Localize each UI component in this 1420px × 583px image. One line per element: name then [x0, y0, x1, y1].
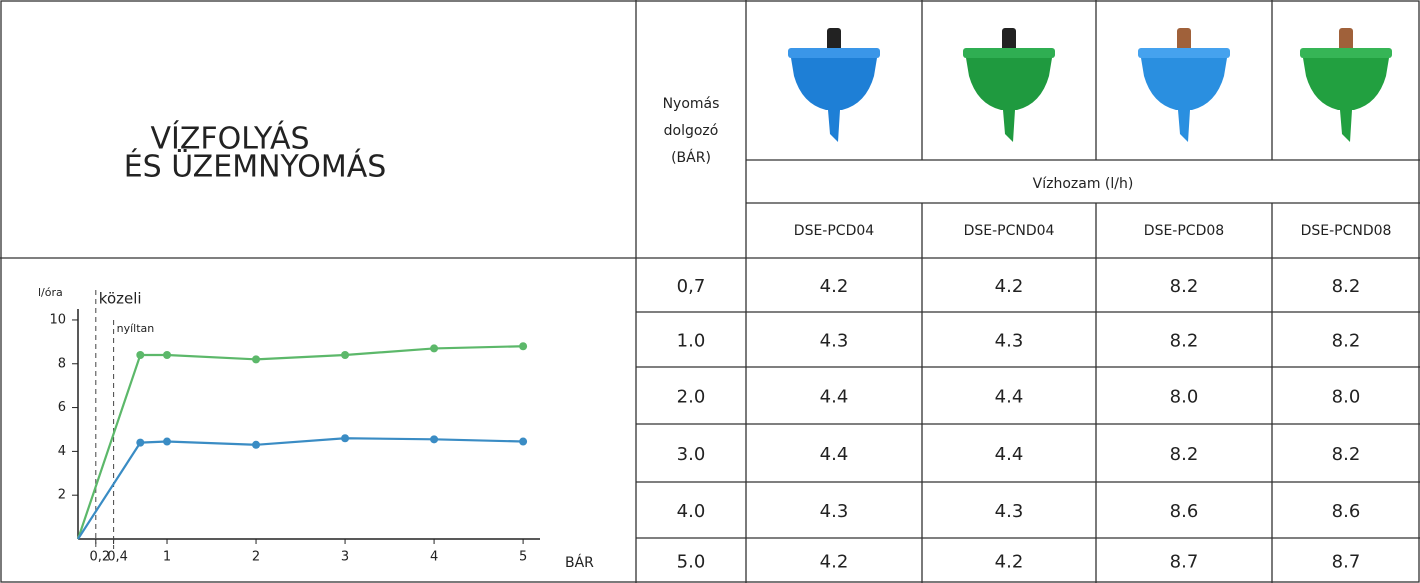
cell: 4.0 — [677, 501, 706, 522]
cell: 4.4 — [820, 444, 849, 465]
cell: 8.2 — [1332, 444, 1361, 465]
x-tick-label: 0,4 — [107, 550, 128, 565]
cell: 4.2 — [820, 276, 849, 297]
y-tick-label: 10 — [49, 312, 66, 327]
cell: 4.3 — [820, 331, 849, 352]
cell: 8.2 — [1170, 331, 1199, 352]
product-images — [788, 28, 1392, 142]
title-line: ÉS ÜZEMNYOMÁS — [124, 149, 387, 185]
cell: 8.7 — [1170, 552, 1199, 573]
cell: 8.2 — [1332, 331, 1361, 352]
point — [252, 355, 261, 364]
cell: 8.0 — [1332, 387, 1361, 408]
dripper-image — [1138, 28, 1230, 142]
y-tick-label: 4 — [58, 444, 66, 459]
cell: 4.3 — [995, 501, 1024, 522]
x-tick-label: 1 — [163, 550, 171, 565]
y-tick-label: 8 — [58, 356, 66, 371]
point — [136, 351, 145, 359]
point — [341, 434, 350, 443]
series-line — [77, 437, 524, 540]
cell: 8.2 — [1170, 444, 1199, 465]
cell: 1.0 — [677, 331, 706, 352]
cell: 4.3 — [995, 331, 1024, 352]
cell: 3.0 — [677, 444, 706, 465]
y-tick-label: 6 — [58, 400, 66, 415]
x-axis-label: BÁR — [565, 554, 594, 571]
dripper-image — [788, 28, 880, 142]
dripper-image — [963, 28, 1055, 142]
cell: 4.4 — [995, 444, 1024, 465]
point — [252, 440, 261, 449]
point — [163, 437, 172, 446]
y-axis-label: l/óra — [38, 286, 63, 299]
point — [519, 342, 528, 351]
cell: 8.2 — [1332, 276, 1361, 297]
cell: 8.2 — [1170, 276, 1199, 297]
x-tick-label: 3 — [341, 550, 349, 565]
cell: 4.4 — [995, 387, 1024, 408]
point — [136, 438, 145, 447]
cell: 4.2 — [995, 276, 1024, 297]
pressure-label: (BÁR) — [671, 149, 711, 166]
pressure-label: Nyomás — [663, 96, 720, 112]
point — [163, 351, 172, 359]
flow-label: Vízhozam (l/h) — [1033, 176, 1134, 192]
pressure-label: dolgozó — [664, 123, 719, 139]
cell: 8.6 — [1170, 501, 1199, 522]
model-name: DSE-PCD04 — [794, 223, 874, 239]
x-tick-label: 2 — [252, 550, 260, 565]
y-tick-label: 2 — [58, 488, 66, 503]
model-name: DSE-PCD08 — [1144, 223, 1224, 239]
x-tick-label: 5 — [519, 550, 527, 565]
cell: 5.0 — [677, 552, 706, 573]
model-name: DSE-PCND08 — [1301, 223, 1392, 239]
cell: 4.3 — [820, 501, 849, 522]
cell: 0,7 — [677, 276, 706, 297]
cell: 4.4 — [820, 387, 849, 408]
cell: 8.0 — [1170, 387, 1199, 408]
model-name: DSE-PCND04 — [964, 223, 1055, 239]
dripper-image — [1300, 28, 1392, 142]
cell: 8.7 — [1332, 552, 1361, 573]
point — [430, 435, 439, 444]
cell: 8.6 — [1332, 501, 1361, 522]
annotation: közeli — [99, 290, 142, 308]
cell: 2.0 — [677, 387, 706, 408]
point — [341, 351, 350, 359]
point — [519, 437, 528, 446]
cell: 4.2 — [820, 552, 849, 573]
point — [430, 344, 439, 353]
x-tick-label: 4 — [430, 550, 438, 565]
annotation: nyíltan — [117, 322, 155, 335]
x-tick-label: 0,2 — [89, 550, 110, 565]
title-line: VÍZFOLYÁS — [150, 121, 309, 157]
cell: 4.2 — [995, 552, 1024, 573]
